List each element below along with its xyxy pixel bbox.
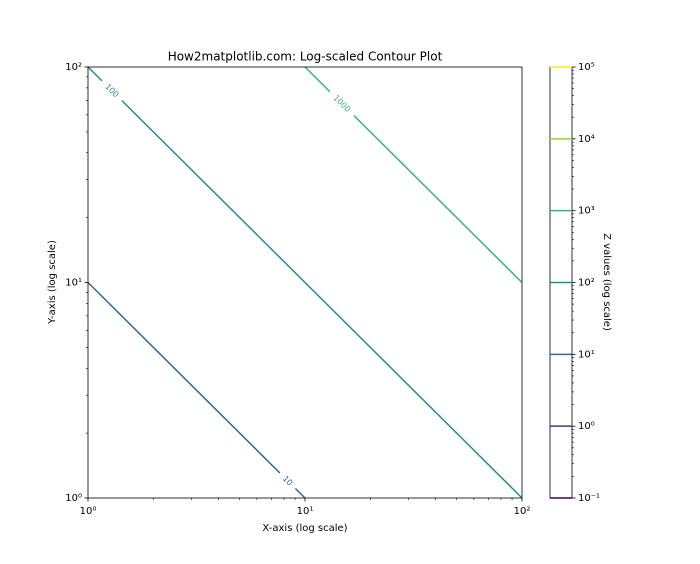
y-tick-label: 10² (65, 62, 82, 73)
colorbar-tick-label: 10² (578, 278, 595, 289)
contour-line (88, 281, 306, 498)
colorbar-tick-label: 10⁵ (578, 62, 595, 73)
contour-label-gap (98, 77, 126, 105)
colorbar-label: Z values (log scale) (601, 233, 612, 331)
x-tick-label: 10⁰ (80, 506, 97, 517)
y-axis-label: Y-axis (log scale) (47, 240, 58, 325)
colorbar-tick-label: 10⁰ (578, 421, 595, 432)
x-axis-label: X-axis (log scale) (262, 523, 347, 534)
contour-label-gap (326, 88, 358, 120)
y-tick-label: 10⁰ (65, 493, 82, 504)
contour-line (88, 67, 522, 498)
colorbar-tick-label: 10⁻¹ (578, 493, 600, 504)
colorbar-tick-label: 10¹ (578, 349, 595, 360)
chart-title: How2matplotlib.com: Log-scaled Contour P… (168, 50, 443, 64)
x-tick-label: 10¹ (297, 506, 314, 517)
contour-label-gap (276, 469, 299, 493)
colorbar-tick-label: 10³ (578, 206, 595, 217)
y-tick-label: 10¹ (65, 278, 82, 289)
colorbar-tick-label: 10⁴ (578, 134, 595, 145)
x-tick-label: 10² (514, 506, 531, 517)
